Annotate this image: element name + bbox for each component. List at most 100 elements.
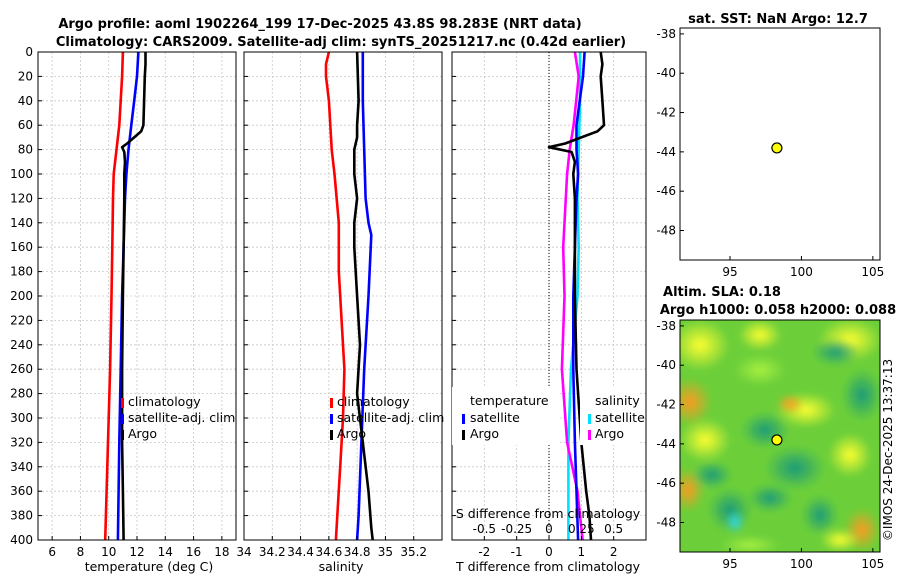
- y-tick-label: 140: [10, 216, 33, 230]
- x-tick-label: -1: [511, 545, 523, 559]
- heatmap-field: [680, 320, 880, 552]
- y-tick-label: 320: [10, 435, 33, 449]
- series-line-argo: [352, 51, 374, 541]
- y-tick-label: -38: [656, 319, 676, 333]
- s-tick-label: -0.5: [473, 522, 496, 536]
- legend-s-argo: Argo: [595, 426, 624, 441]
- salinity-xlabel: salinity: [319, 559, 364, 574]
- map-frame: [679, 27, 881, 261]
- salinity-panel: 34 34.2 34.4 34.6 34.8 35 35.2: [236, 51, 443, 559]
- sla-map: 95 100 105 -38 -40 -42 -44 -46 -48: [656, 319, 884, 571]
- x-tick-label: 35.2: [400, 545, 427, 559]
- x-tick-label: 105: [861, 557, 884, 571]
- legend-swatch-satellite: [330, 414, 333, 424]
- y-tick-label: -38: [656, 27, 676, 41]
- legend-swatch-argo: [330, 430, 333, 440]
- y-tick-label: 160: [10, 240, 33, 254]
- x-tick-label: 100: [790, 557, 813, 571]
- x-tick-label: 10: [101, 545, 116, 559]
- legend-swatch-argo: [121, 430, 124, 440]
- difference-legend: temperature satellite Argo salinity sate…: [452, 387, 645, 445]
- series-line-argo: [120, 52, 147, 541]
- y-tick-label: -48: [656, 224, 676, 238]
- y-tick-label: -40: [656, 66, 676, 80]
- series-line-climatology: [324, 51, 346, 541]
- legend-swatch-climatology: [330, 398, 333, 408]
- legend-climatology: climatology: [337, 394, 410, 409]
- y-tick-label: 80: [18, 143, 33, 157]
- x-tick-label: 34.4: [287, 545, 314, 559]
- y-tick-label: 120: [10, 191, 33, 205]
- s-tick-label: -0.25: [501, 522, 532, 536]
- s-tick-label: 0.25: [568, 522, 595, 536]
- x-tick-label: 34.2: [259, 545, 286, 559]
- legend-s-satellite: satellite: [595, 410, 645, 425]
- y-tick-label: 260: [10, 362, 33, 376]
- figure-title-line1: Argo profile: aoml 1902264_199 17-Dec-20…: [58, 17, 581, 32]
- legend-swatch-satellite: [121, 414, 124, 424]
- temperature-panel: 6 8 10 12 14 16 180204060801001201401601802002…: [10, 45, 237, 559]
- x-tick-label: 8: [77, 545, 85, 559]
- x-tick-label: 14: [158, 545, 173, 559]
- x-tick-label: 2: [610, 545, 618, 559]
- y-tick-label: -46: [656, 184, 676, 198]
- y-tick-label: 240: [10, 338, 33, 352]
- series-line-satellite-adj-clim: [355, 52, 373, 541]
- sst-map: 95 100 105 -38 -40 -42 -44 -46 -48: [656, 27, 884, 279]
- x-tick-label: 16: [186, 545, 201, 559]
- difference-xlabel: T difference from climatology: [455, 559, 641, 574]
- series-line-s-argo: [560, 51, 584, 541]
- legend-climatology: climatology: [128, 394, 201, 409]
- legend-argo: Argo: [337, 426, 366, 441]
- y-tick-label: 20: [18, 69, 33, 83]
- s-tick-label: 0.5: [604, 522, 623, 536]
- x-tick-label: -2: [478, 545, 490, 559]
- series-line-s-satellite: [567, 52, 582, 540]
- x-tick-label: 34: [236, 545, 251, 559]
- x-tick-label: 95: [722, 265, 737, 279]
- legend-satellite: satellite-adj. clim: [337, 410, 444, 425]
- salinity-legend: climatology satellite-adj. clim Argo: [330, 394, 444, 441]
- timestamp: ©IMOS 24-Dec-2025 13:37:13: [881, 359, 895, 541]
- y-tick-label: 300: [10, 411, 33, 425]
- y-tick-label: 360: [10, 484, 33, 498]
- legend-swatch-s-satellite: [588, 414, 591, 424]
- series-line-t-satellite: [571, 51, 586, 541]
- x-tick-label: 18: [214, 545, 229, 559]
- difference-panel: -2 -1 0 1 2 -0.5 -0.25 0 0.25 0.5: [451, 51, 647, 559]
- x-tick-label: 6: [48, 545, 56, 559]
- legend-swatch-t-argo: [462, 430, 465, 440]
- x-tick-label: 100: [790, 265, 813, 279]
- sst-map-title: sat. SST: NaN Argo: 12.7: [688, 12, 868, 27]
- legend-swatch-t-satellite: [462, 414, 465, 424]
- map-frame: [679, 319, 881, 553]
- argo-location-marker: [771, 142, 783, 154]
- legend-swatch-climatology: [121, 398, 124, 408]
- x-tick-label: 34.6: [315, 545, 342, 559]
- legend-background: [452, 387, 558, 445]
- series-line-climatology: [103, 51, 125, 541]
- x-tick-label: 95: [722, 557, 737, 571]
- argo-location-marker: [771, 434, 783, 446]
- y-tick-label: 220: [10, 313, 33, 327]
- y-tick-label: -42: [656, 398, 676, 412]
- y-tick-label: 100: [10, 167, 33, 181]
- y-tick-label: 200: [10, 289, 33, 303]
- x-tick-label: 1: [578, 545, 586, 559]
- legend-t-satellite: satellite: [470, 410, 520, 425]
- y-tick-label: 60: [18, 118, 33, 132]
- y-tick-label: -42: [656, 106, 676, 120]
- legend-temperature-title: temperature: [470, 393, 549, 408]
- y-tick-label: 180: [10, 265, 33, 279]
- sla-map-title-line1: Altim. SLA: 0.18: [663, 285, 781, 300]
- y-tick-label: 280: [10, 387, 33, 401]
- legend-argo: Argo: [128, 426, 157, 441]
- figure-title-line2: Climatology: CARS2009. Satellite-adj cli…: [56, 35, 626, 50]
- temperature-legend: climatology satellite-adj. clim Argo: [121, 394, 235, 441]
- y-tick-label: 380: [10, 509, 33, 523]
- y-tick-label: -44: [656, 437, 676, 451]
- x-tick-label: 35: [378, 545, 393, 559]
- legend-t-argo: Argo: [470, 426, 499, 441]
- y-tick-label: -40: [656, 358, 676, 372]
